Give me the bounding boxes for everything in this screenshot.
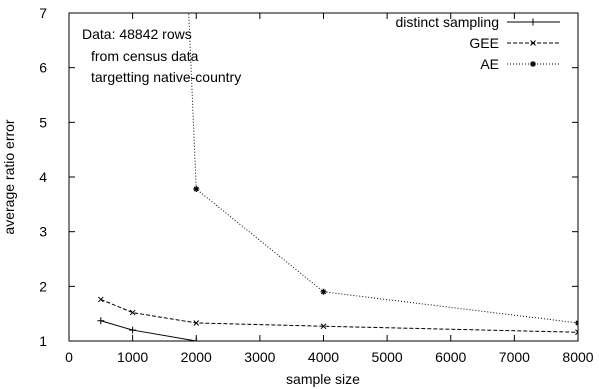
x-tick-label: 3000 — [244, 349, 275, 365]
series-line-distinct-sampling — [100, 320, 578, 341]
y-tick-label: 6 — [39, 60, 47, 76]
legend-marker-gee — [530, 40, 536, 46]
x-tick-label: 4000 — [308, 349, 339, 365]
markers-layer — [97, 186, 578, 341]
x-tick-label: 1000 — [117, 349, 148, 365]
x-tick-label: 0 — [65, 349, 73, 365]
series-line-ae — [188, 13, 578, 324]
data-annotation: Data: 48842 rows from census data target… — [82, 26, 241, 85]
y-tick-label: 7 — [39, 5, 47, 21]
legend: distinct sampling GEE AE — [396, 14, 560, 72]
data-point-distinct-sampling — [574, 337, 578, 341]
legend-entry-ae: AE — [480, 56, 560, 72]
legend-entry-gee: GEE — [469, 35, 560, 51]
x-tick-label: 6000 — [435, 349, 466, 365]
legend-marker-distinct-sampling — [529, 18, 537, 26]
y-axis: 1 2 3 4 5 6 7 — [39, 5, 578, 349]
data-point-distinct-sampling — [129, 326, 137, 334]
x-axis-label: sample size — [286, 371, 360, 387]
data-point-gee — [97, 296, 104, 303]
legend-label-distinct-sampling: distinct sampling — [396, 14, 500, 30]
y-tick-label: 3 — [39, 224, 47, 240]
x-tick-label: 2000 — [181, 349, 212, 365]
y-tick-label: 1 — [39, 333, 47, 349]
x-tick-label: 5000 — [372, 349, 403, 365]
annotation-line-2: from census data — [91, 48, 199, 64]
y-tick-label: 5 — [39, 114, 47, 130]
data-point-gee — [193, 320, 200, 326]
y-tick-label: 2 — [39, 278, 47, 294]
data-point-ae — [193, 186, 200, 193]
legend-label-gee: GEE — [469, 35, 499, 51]
data-point-gee — [575, 329, 578, 336]
data-point-gee — [129, 309, 136, 316]
data-point-gee — [320, 323, 327, 330]
x-tick-label: 7000 — [499, 349, 530, 365]
y-axis-label: average ratio error — [1, 119, 17, 235]
annotation-line-3: targetting native-country — [91, 69, 241, 85]
data-point-distinct-sampling — [192, 337, 200, 341]
x-axis: 0 1000 2000 3000 4000 5000 6000 7000 8000 — [65, 13, 594, 365]
data-point-distinct-sampling — [320, 337, 327, 341]
data-point-distinct-sampling — [97, 317, 105, 325]
legend-label-ae: AE — [480, 56, 499, 72]
data-point-ae — [320, 288, 327, 295]
x-tick-label: 8000 — [562, 349, 593, 365]
series-line-gee — [100, 298, 578, 333]
y-tick-label: 4 — [39, 169, 47, 185]
legend-marker-ae — [530, 61, 536, 67]
data-point-ae — [575, 319, 578, 326]
legend-entry-distinct-sampling: distinct sampling — [396, 14, 560, 30]
annotation-line-1: Data: 48842 rows — [82, 26, 192, 42]
